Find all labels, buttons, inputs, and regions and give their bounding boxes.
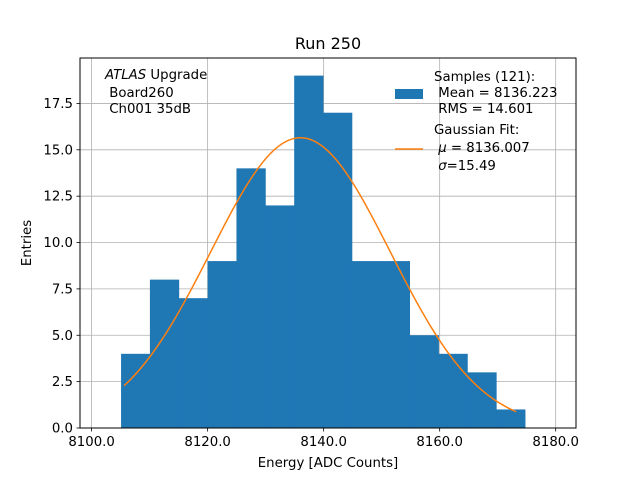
- legend-fit-mu-value: = 8136.007: [447, 141, 530, 156]
- y-tick-label: 2.5: [52, 375, 73, 390]
- annotation-board: Board260: [105, 86, 174, 101]
- histogram-bar: [149, 279, 180, 428]
- x-axis-label: Energy [ADC Counts]: [258, 456, 398, 471]
- histogram-bar: [351, 261, 382, 428]
- y-tick-label: 17.5: [43, 97, 73, 112]
- y-tick-label: 12.5: [43, 190, 73, 205]
- histogram-bars: [121, 75, 526, 428]
- x-tick-label: 8160.0: [416, 435, 463, 450]
- x-tick-label: 8180.0: [532, 435, 579, 450]
- legend-fit-title: Gaussian Fit:: [434, 123, 519, 138]
- legend-samples-patch: [395, 89, 423, 99]
- y-tick-label: 15.0: [43, 143, 73, 158]
- legend-samples-rms: RMS = 14.601: [434, 102, 534, 117]
- y-axis-label: Entries: [20, 220, 35, 266]
- legend: Samples (121): Mean = 8136.223 RMS = 14.…: [395, 70, 558, 174]
- y-tick-label: 7.5: [52, 282, 73, 297]
- legend-fit-mu-symbol: μ: [434, 141, 447, 156]
- histogram-bar: [409, 335, 439, 428]
- histogram-bar: [207, 261, 237, 428]
- y-tick-label: 5.0: [52, 329, 73, 344]
- y-tick-label: 0.0: [52, 422, 73, 437]
- axes-frame: [79, 57, 577, 429]
- legend-samples-title: Samples (121):: [434, 70, 535, 85]
- histogram-bar: [438, 353, 468, 428]
- gaussian-fit-layer: [123, 136, 517, 413]
- annotation-upgrade: Upgrade: [146, 68, 207, 83]
- histogram-bar: [380, 261, 411, 428]
- histogram-bar: [265, 205, 295, 428]
- y-axis-ticks: 0.0 2.5 5.0 7.5 10.0 12.5 15.0 17.5: [43, 97, 80, 437]
- legend-fit-mu: μ = 8136.007: [434, 141, 530, 156]
- annotation-channel: Ch001 35dB: [105, 102, 191, 117]
- histogram-bar: [496, 409, 526, 428]
- x-tick-label: 8100.0: [68, 435, 115, 450]
- histogram-bar: [121, 353, 151, 428]
- legend-fit-sigma-symbol: σ: [434, 159, 447, 174]
- chart-title: Run 250: [295, 34, 361, 53]
- legend-samples-mean: Mean = 8136.223: [434, 86, 558, 101]
- atlas-annotation: ATLAS Upgrade Board260 Ch001 35dB: [104, 68, 207, 117]
- histogram-bar: [178, 298, 209, 428]
- gaussian-fit-curve: [123, 136, 517, 413]
- x-tick-label: 8140.0: [300, 435, 347, 450]
- y-tick-label: 10.0: [43, 236, 73, 251]
- x-axis-ticks: 8100.0 8120.0 8140.0 8160.0 8180.0: [68, 428, 579, 450]
- x-tick-label: 8120.0: [184, 435, 231, 450]
- histogram-bar: [294, 75, 324, 428]
- svg-text:ATLAS Upgrade: ATLAS Upgrade: [104, 68, 207, 83]
- histogram-bar: [236, 168, 266, 428]
- annotation-atlas: ATLAS: [104, 68, 147, 83]
- legend-fit-sigma: σ=15.49: [434, 159, 496, 174]
- legend-fit-sigma-value: =15.49: [447, 159, 496, 174]
- histogram-bar: [323, 112, 353, 428]
